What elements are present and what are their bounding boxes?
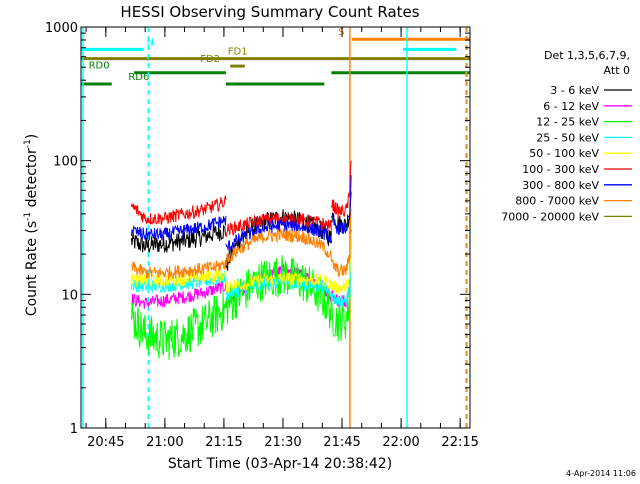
state-bar-label: FD1 — [228, 47, 248, 58]
series-line-7 — [225, 226, 332, 267]
y-axis-label-superscript: -1 — [23, 212, 33, 221]
legend-entry-label: 12 - 25 keV — [536, 116, 599, 129]
x-axis-label: Start Time (03-Apr-14 20:38:42) — [168, 456, 392, 472]
y-axis-label-superscript: -1 — [23, 139, 33, 148]
y-axis-label-part: ) — [24, 134, 40, 139]
state-bar-label: S — [338, 27, 344, 38]
footer-date: 4-Apr-2014 11:06 — [566, 469, 636, 478]
y-tick-label: 100 — [53, 155, 78, 170]
state-bar-label: RD6 — [128, 72, 149, 83]
legend: Det 1,3,5,6,7,9, Att 0 3 - 6 keV 6 - 12 k… — [501, 49, 632, 223]
x-tick-label: 21:30 — [264, 435, 301, 450]
y-axis-label-part: detector — [24, 148, 40, 212]
legend-entry-label: 3 - 6 keV — [550, 84, 599, 97]
x-tick-label: 22:00 — [382, 435, 419, 450]
chart-title: HESSI Observing Summary Count Rates — [120, 3, 419, 21]
legend-entry-label: 7000 - 20000 keV — [501, 210, 599, 223]
series-line-6 — [130, 215, 227, 241]
series-line-2 — [130, 290, 227, 360]
series-line-6 — [330, 175, 352, 236]
x-tick-label: 20:45 — [87, 435, 124, 450]
x-tick-label: 21:15 — [205, 435, 242, 450]
state-bar-label: RD0 — [89, 61, 110, 72]
plot-area: N S FD1 FD2 RD0 RD6 1 10 100 1000 20:45 21:00 21:15 2… — [45, 21, 479, 450]
series-line-4 — [330, 232, 352, 295]
series-line-5 — [130, 195, 227, 226]
state-bar-label: N — [147, 37, 154, 48]
legend-entry-label: 800 - 7000 keV — [515, 195, 599, 208]
y-axis-label: Count Rate (s-1 detector-1) — [23, 134, 40, 316]
y-tick-label: 1 — [70, 422, 78, 437]
series-line-6 — [225, 219, 332, 252]
legend-entry-label: 100 - 300 keV — [522, 163, 599, 176]
legend-entry-label: 50 - 100 keV — [529, 147, 599, 160]
x-tick-label: 21:45 — [323, 435, 360, 450]
x-tick-label: 21:00 — [146, 435, 183, 450]
series-line-7 — [330, 209, 352, 278]
legend-entry-label: 25 - 50 keV — [536, 131, 599, 144]
series-line-4 — [225, 270, 332, 293]
series-line-7 — [131, 259, 227, 281]
y-tick-label: 1000 — [45, 21, 78, 36]
legend-header-line: Det 1,3,5,6,7,9, — [544, 49, 630, 62]
y-tick-label: 10 — [61, 288, 78, 303]
state-bar-label: FD2 — [200, 54, 220, 65]
plot-frame — [80, 26, 471, 429]
series-line-2 — [330, 254, 352, 342]
legend-header-line: Att 0 — [604, 64, 630, 77]
legend-entry-label: 6 - 12 keV — [543, 100, 599, 113]
y-axis-label-part: Count Rate (s — [24, 221, 40, 316]
x-tick-label: 22:15 — [441, 435, 478, 450]
series-line-0 — [130, 224, 227, 253]
series-line-1 — [131, 278, 227, 310]
legend-entry-label: 300 - 800 keV — [522, 179, 599, 192]
series-line-5 — [330, 160, 352, 218]
series-line-5 — [225, 212, 332, 238]
